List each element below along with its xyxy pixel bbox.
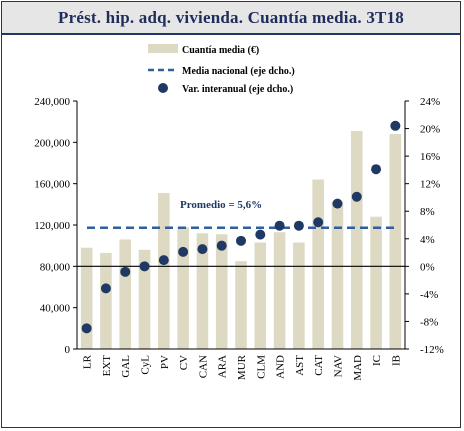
category-label: CV	[178, 355, 190, 370]
right-tick-label: 4%	[420, 234, 435, 246]
point-GAL	[120, 266, 131, 277]
legend-label-average: Media nacional (eje dcho.)	[182, 66, 295, 77]
category-label: NAV	[332, 355, 344, 377]
category-label: LR	[82, 354, 94, 369]
bar-LR	[80, 247, 93, 349]
bar-NAV	[331, 201, 344, 349]
bar-AST	[293, 242, 305, 349]
category-label: AND	[275, 355, 287, 379]
category-label: IB	[390, 355, 402, 366]
bar-EXT	[100, 252, 112, 349]
category-label: CLM	[255, 355, 267, 379]
bar-CAN	[196, 233, 209, 349]
point-LR	[81, 323, 92, 334]
left-tick-label: 40,000	[40, 303, 71, 315]
point-IC	[371, 164, 382, 175]
category-label: MUR	[236, 354, 248, 380]
category-label: CAT	[313, 355, 325, 376]
point-AND	[274, 220, 285, 231]
point-CLM	[255, 229, 266, 240]
point-AST	[293, 220, 304, 231]
right-tick-label: 20%	[420, 124, 440, 136]
left-tick-label: 240,000	[34, 96, 70, 108]
bar-CLM	[254, 242, 267, 349]
right-tick-label: -12%	[420, 344, 444, 356]
category-label: MAD	[352, 355, 364, 381]
title-bar: Prést. hip. adq. vivienda. Cuantía media…	[2, 2, 460, 35]
bar-PV	[158, 192, 170, 349]
legend-swatch-points	[158, 83, 168, 93]
axes-layer: 0 40,000 80,000 120,000 160,000 200,000 240,00…	[34, 96, 444, 381]
category-label: PV	[159, 355, 171, 369]
point-CV	[178, 246, 189, 257]
bar-ARA	[215, 234, 228, 349]
point-EXT	[100, 283, 111, 294]
category-label: EXT	[101, 355, 113, 377]
left-tick-label: 120,000	[34, 220, 70, 232]
category-label: CyL	[140, 355, 152, 375]
bar-IB	[389, 134, 402, 349]
left-tick-label: 80,000	[40, 261, 71, 273]
bar-IC	[370, 216, 382, 349]
category-label: IC	[371, 355, 383, 366]
average-annotation: Promedio = 5,6%	[180, 199, 262, 211]
point-CAN	[197, 244, 208, 255]
point-MAD	[351, 191, 362, 202]
point-MUR	[236, 235, 246, 246]
bar-CV	[177, 227, 189, 349]
right-tick-label: 8%	[420, 206, 435, 218]
right-tick-label: 16%	[420, 151, 440, 163]
category-label: CAN	[197, 355, 209, 378]
points-layer	[81, 120, 401, 334]
legend-swatch-bars	[148, 44, 178, 53]
category-label: ARA	[217, 355, 229, 378]
bar-AND	[273, 232, 286, 349]
point-CAT	[313, 217, 324, 228]
left-tick-label: 200,000	[34, 137, 70, 149]
point-CyL	[139, 261, 150, 272]
bar-GAL	[119, 239, 132, 349]
left-tick-label: 0	[65, 344, 71, 356]
bar-MAD	[350, 130, 363, 349]
chart-title: Prést. hip. adq. vivienda. Cuantía media…	[58, 7, 404, 27]
legend-label-bars: Cuantía media (€)	[182, 45, 259, 56]
bar-MUR	[235, 261, 247, 349]
right-tick-label: 12%	[420, 179, 440, 191]
right-tick-label: 0%	[420, 261, 435, 273]
bar-CyL	[138, 249, 151, 349]
point-NAV	[332, 198, 343, 209]
category-label: GAL	[120, 355, 132, 378]
legend-label-points: Var. interanual (eje dcho.)	[182, 84, 293, 95]
legend: Cuantía media (€) Media nacional (eje dch…	[148, 44, 295, 95]
point-IB	[390, 120, 401, 131]
point-ARA	[216, 240, 227, 251]
bar-CAT	[312, 179, 324, 349]
right-tick-label: -4%	[420, 289, 438, 301]
point-PV	[158, 255, 169, 266]
bars-layer	[80, 130, 402, 349]
category-label: AST	[294, 355, 306, 376]
right-tick-label: 24%	[420, 96, 440, 108]
left-tick-label: 160,000	[34, 179, 70, 191]
right-tick-label: -8%	[420, 316, 438, 328]
